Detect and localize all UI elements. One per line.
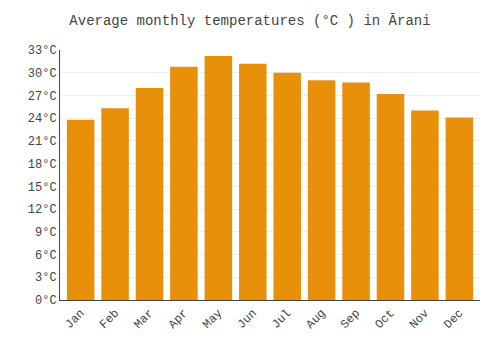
svg-text:Jan: Jan: [63, 307, 88, 332]
svg-text:Apr: Apr: [166, 307, 191, 332]
svg-text:18°C: 18°C: [28, 158, 57, 172]
svg-text:6°C: 6°C: [35, 249, 57, 263]
svg-text:Sep: Sep: [338, 307, 363, 332]
svg-text:0°C: 0°C: [35, 294, 57, 308]
svg-text:Aug: Aug: [304, 307, 329, 332]
svg-text:24°C: 24°C: [28, 112, 57, 126]
svg-text:21°C: 21°C: [28, 135, 57, 149]
svg-text:27°C: 27°C: [28, 90, 57, 104]
svg-text:Feb: Feb: [97, 307, 122, 332]
svg-text:Jun: Jun: [235, 307, 260, 332]
svg-text:Jul: Jul: [269, 307, 294, 332]
svg-text:Average monthly temperatures (: Average monthly temperatures (°C ) in Ār…: [69, 13, 430, 29]
svg-text:Mar: Mar: [131, 307, 156, 332]
svg-text:12°C: 12°C: [28, 203, 57, 217]
svg-text:Oct: Oct: [372, 307, 397, 332]
svg-text:3°C: 3°C: [35, 271, 57, 285]
svg-text:Dec: Dec: [441, 307, 466, 332]
svg-text:9°C: 9°C: [35, 226, 57, 240]
svg-text:Nov: Nov: [407, 307, 432, 332]
svg-text:May: May: [200, 307, 225, 332]
svg-text:15°C: 15°C: [28, 181, 57, 195]
svg-text:33°C: 33°C: [28, 44, 57, 58]
svg-text:30°C: 30°C: [28, 67, 57, 81]
